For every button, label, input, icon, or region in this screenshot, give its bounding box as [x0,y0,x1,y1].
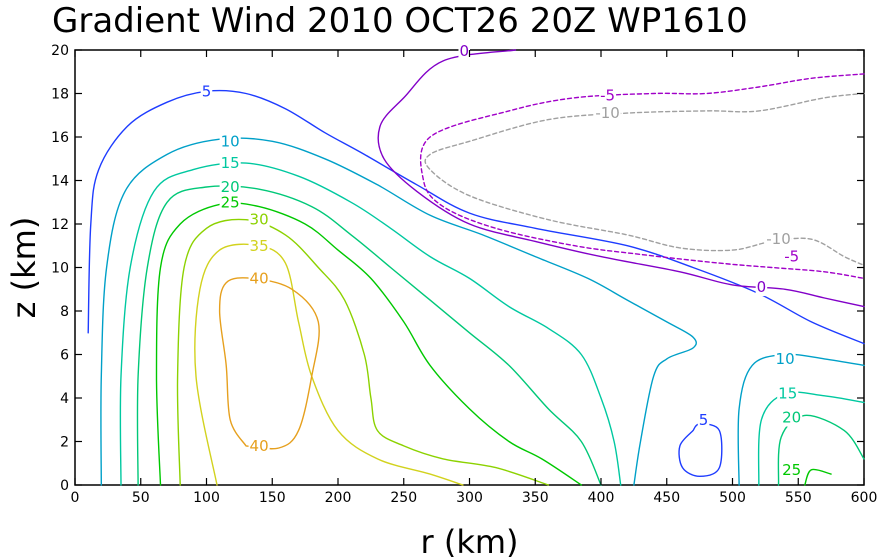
x-tick-label: 500 [719,490,746,506]
contour-line [804,468,832,486]
x-tick-label: 0 [71,490,80,506]
y-tick-label: 0 [60,478,69,494]
x-tick-label: 600 [851,490,878,506]
contour-line [100,137,697,486]
contour-label: 25 [782,461,801,479]
x-axis-label: r (km) [421,523,519,559]
contour-label: 0 [459,42,469,60]
contour-label-bg [248,436,270,455]
contour-label: 10 [221,132,240,150]
contour-label: 40 [250,269,269,287]
contour-line [136,185,602,486]
contour-label: 5 [202,82,212,100]
contour-label-bg [248,236,270,255]
x-tick-label: 450 [653,490,680,506]
contour-line [737,353,865,486]
contour-label-bg [219,154,241,173]
y-tick-label: 20 [51,43,69,59]
y-tick-label: 6 [60,348,69,364]
y-axis-label: z (km) [5,217,43,319]
y-tick-label: 10 [51,261,69,277]
x-tick-label: 550 [785,490,812,506]
contour-label-bg [248,269,270,288]
contour-label: -5 [784,248,799,266]
y-tick-label: 18 [51,87,69,103]
contour-line [377,49,865,308]
contour-label-bg [765,230,792,249]
x-tick-label: 350 [522,490,549,506]
contour-label-bg [200,82,213,101]
contour-label-bg [781,460,803,479]
contour-label-bg [777,384,799,403]
contour-label-bg [781,408,803,427]
contour-line [218,277,320,450]
contour-label: 15 [778,385,797,403]
contour-label: -10 [595,104,620,122]
contour-line [119,162,622,486]
contour-line [194,243,464,486]
contour-label: 0 [757,278,767,296]
contour-line [419,73,865,280]
y-tick-label: 2 [60,435,69,451]
contour-label: 20 [782,409,801,427]
x-tick-label: 400 [588,490,615,506]
contour-label-bg [219,178,241,197]
contour-line [155,202,582,486]
y-tick-label: 8 [60,304,69,320]
y-tick-label: 16 [51,130,69,146]
y-tick-label: 12 [51,217,69,233]
contour-label-bg [248,210,270,229]
contour-label-bg [755,278,768,297]
y-tick-label: 14 [51,174,69,190]
contour-label: 5 [699,411,709,429]
x-tick-label: 300 [456,490,483,506]
x-tick-label: 50 [132,490,150,506]
contour-line [757,391,865,486]
contour-label-bg [697,410,710,429]
contour-line [678,423,723,477]
x-tick-label: 100 [193,490,220,506]
contour-line [777,414,865,486]
contour-label: 10 [776,350,795,368]
contour-line [424,92,865,266]
contour-line [176,218,550,486]
contour-label: 15 [221,154,240,172]
contour-label-bg [774,349,796,368]
contour-label: 40 [250,437,269,455]
contour-label-bg [594,104,621,123]
contour-label-bg [219,193,241,212]
x-axis: 0 50 100 150 200 250 300 350 400 450 500 550 600 [71,50,878,506]
contour-label-bg [783,247,801,266]
x-tick-label: 150 [259,490,286,506]
contour-label-bg [219,132,241,151]
contour-label-bg [599,86,617,105]
y-tick-label: 4 [60,391,69,407]
contour-lines [87,49,865,486]
contour-label: -10 [766,230,791,248]
x-tick-label: 250 [390,490,417,506]
contour-label: -5 [600,87,615,105]
contour-label: 25 [221,193,240,211]
contour-line [87,89,865,345]
x-tick-label: 200 [325,490,352,506]
y-axis: 0 2 4 6 8 10 12 14 16 18 20 [51,43,864,494]
plot-frame [74,49,865,486]
contour-label-bg [458,42,471,61]
contour-label: 35 [250,237,269,255]
contour-label: 20 [221,178,240,196]
chart-title: Gradient Wind 2010 OCT26 20Z WP1610 [52,1,748,41]
contour-label: 30 [250,211,269,229]
